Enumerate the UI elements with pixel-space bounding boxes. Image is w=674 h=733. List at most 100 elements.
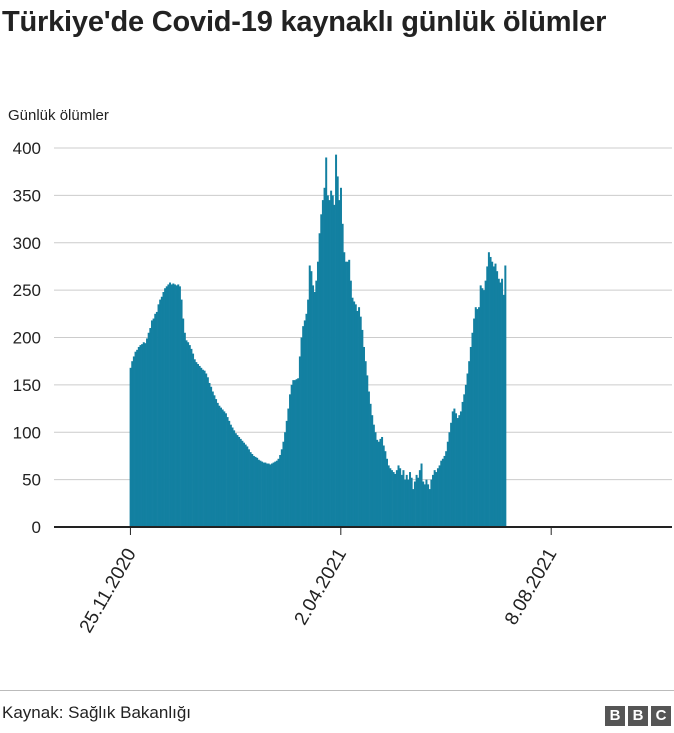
bar (438, 465, 441, 527)
bar (272, 462, 275, 527)
bar (441, 458, 444, 527)
bar (169, 282, 172, 527)
bar (433, 470, 436, 527)
bars (129, 154, 507, 528)
bar (312, 285, 315, 527)
bar (343, 252, 346, 528)
bar (313, 292, 316, 527)
bar (160, 296, 163, 527)
bar (302, 326, 305, 527)
bar (282, 441, 285, 527)
bar (402, 470, 405, 527)
bar (418, 470, 421, 527)
bar (165, 286, 168, 527)
bar (387, 465, 390, 527)
bar (486, 266, 489, 527)
bar (289, 394, 292, 527)
bar (456, 418, 459, 527)
bar (463, 394, 466, 527)
bar (298, 356, 301, 527)
bar (280, 449, 283, 527)
bar (173, 284, 176, 527)
bar (415, 474, 418, 527)
bar (246, 446, 249, 527)
bar (131, 361, 134, 527)
bar (139, 345, 142, 527)
bar (261, 461, 264, 527)
y-tick-label: 200 (13, 329, 41, 348)
bar (146, 338, 149, 527)
footer-divider (0, 690, 674, 691)
bar (178, 286, 181, 527)
bar (244, 444, 247, 527)
bar (277, 458, 280, 527)
bar (221, 409, 224, 527)
bar (141, 344, 144, 527)
bar (366, 375, 369, 527)
bar (501, 278, 504, 527)
bar (453, 408, 456, 527)
chart-svg: 0 50 100 150 200 250 300 350 400 25.11.2020 2.04.… (13, 139, 672, 637)
bar (300, 337, 303, 527)
bar (188, 345, 191, 527)
logo-letter: B (605, 706, 625, 726)
bar (466, 373, 469, 527)
bar (474, 307, 477, 527)
bar (318, 233, 321, 527)
bar (336, 176, 339, 527)
bar (297, 378, 300, 527)
bar (464, 384, 467, 528)
bar (254, 456, 257, 527)
logo-letter: B (628, 706, 648, 726)
bar (220, 407, 222, 527)
bar (203, 370, 206, 527)
bar (443, 455, 446, 527)
bar (180, 299, 183, 527)
bar (243, 442, 246, 527)
bar (338, 200, 341, 528)
bar (150, 320, 153, 527)
bar (193, 359, 196, 527)
bar (177, 284, 180, 527)
bar (331, 195, 334, 528)
bar (182, 318, 185, 527)
bar (307, 299, 310, 527)
bar (308, 265, 311, 527)
bar (256, 457, 259, 527)
bar (247, 449, 250, 527)
bar (172, 283, 175, 527)
bar (372, 424, 375, 527)
bar (162, 292, 165, 527)
bar (213, 395, 216, 527)
bar (451, 411, 454, 527)
bar (473, 318, 476, 527)
bar (149, 328, 152, 527)
bar (144, 343, 147, 527)
bar (422, 481, 425, 527)
bar (502, 294, 505, 527)
bar (448, 432, 451, 527)
bar (134, 351, 137, 527)
bar (349, 280, 352, 527)
bar (284, 432, 287, 527)
bar (461, 401, 464, 527)
bar (326, 195, 329, 528)
bar (328, 200, 331, 528)
bar (394, 473, 397, 527)
bar (353, 301, 356, 527)
x-tick-label: 2.04.2021 (291, 545, 351, 629)
bar (367, 391, 370, 527)
bar (410, 477, 413, 527)
bar (455, 413, 458, 527)
bar (390, 470, 393, 527)
bar (369, 403, 372, 527)
bar (397, 465, 400, 527)
bar (175, 285, 178, 527)
bar (374, 432, 377, 527)
y-tick-label: 50 (22, 471, 41, 490)
bar (405, 474, 408, 527)
chart-title: Türkiye'de Covid-19 kaynaklı günlük ölüm… (2, 6, 607, 38)
bar (481, 288, 484, 527)
bar (399, 468, 402, 527)
bar (218, 405, 221, 527)
